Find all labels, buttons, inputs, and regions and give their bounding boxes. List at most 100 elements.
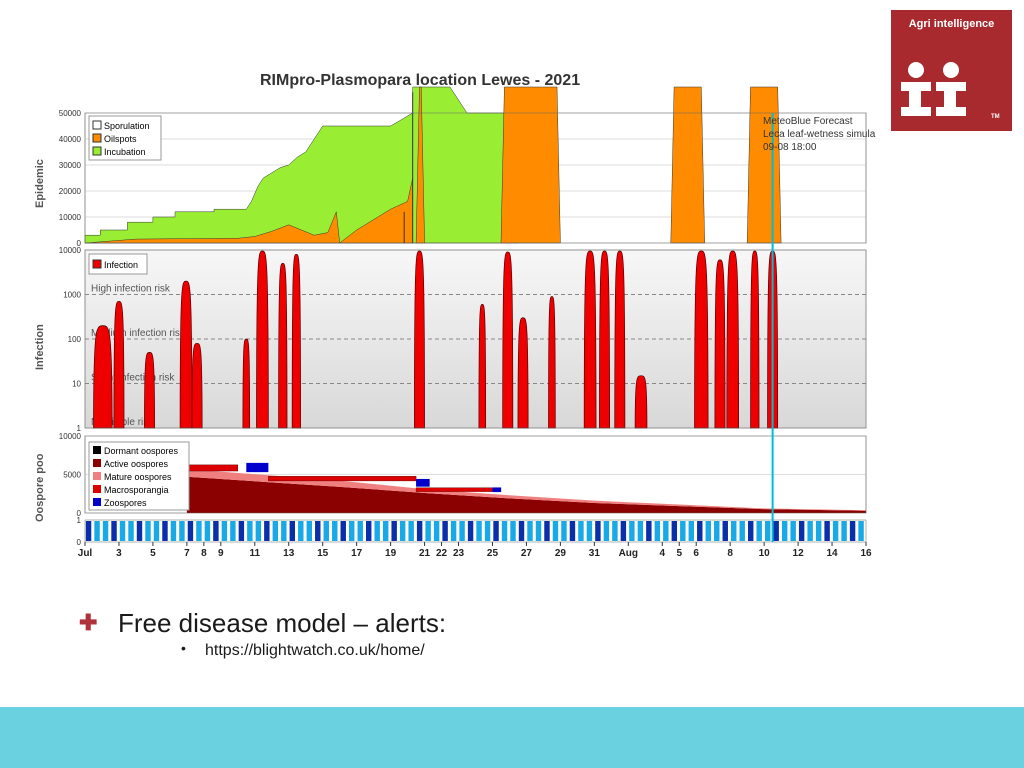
rain-bar (552, 521, 559, 541)
x-tick-label: 17 (351, 548, 363, 559)
rain-bar (298, 521, 304, 541)
rain-bar (612, 521, 618, 541)
rain-bar (170, 521, 177, 541)
rain-bar (145, 521, 151, 541)
legend-macrosporangia: Macrosporangia (104, 485, 169, 495)
x-tick-label: 27 (521, 548, 533, 559)
rain-bar (111, 521, 117, 541)
ii-logo-icon (901, 62, 966, 116)
rain-bar (416, 521, 423, 541)
rain-bar (136, 521, 143, 541)
rain-bar (162, 521, 168, 541)
rain-bar (289, 521, 296, 541)
rain-bar (637, 521, 644, 541)
forecast-label: MeteoBlue Forecast Leca leaf-wetness sim… (763, 116, 876, 153)
rain-bar (748, 521, 754, 541)
infection-event (714, 259, 726, 429)
legend-sporulation: Sporulation (104, 121, 150, 131)
rain-bar (85, 521, 92, 541)
rain-bar (119, 521, 126, 541)
rain-bar (781, 521, 788, 541)
x-tick-label: 5 (150, 548, 156, 559)
rain-bar (764, 521, 771, 541)
x-tick-label: Aug (619, 548, 638, 559)
infection-panel: High infection risk Medium infection risk… (34, 246, 867, 433)
epidemic-legend: Sporulation Oilspots Incubation (88, 115, 162, 161)
x-tick-label: Jul (78, 548, 93, 559)
infection-y-tick: 1 (77, 424, 82, 433)
rain-bar (247, 521, 253, 541)
epidemic-panel: Epidemic 0 10000 20000 30000 40000 50000 Spor… (34, 86, 867, 248)
rain-bar (374, 521, 380, 541)
infection-event (583, 250, 597, 429)
rimpro-chart: RIMpro-Plasmopara location Lewes - 2021 … (34, 72, 876, 559)
x-tick-label: 8 (727, 548, 733, 559)
logo-trademark: TM (991, 114, 1000, 120)
oospore-y-tick: 10000 (59, 432, 82, 441)
rain-bar (739, 521, 745, 541)
rain-bar (680, 521, 686, 541)
bullet-plus-icon: ✚ (79, 610, 98, 635)
infection-threshold-label: Medium infection risk (91, 328, 186, 339)
infection-event (614, 250, 626, 429)
rain-bar (315, 521, 321, 541)
macrosporangia-block (186, 464, 239, 472)
epidemic-y-tick: 40000 (59, 135, 82, 144)
infection-legend: Infection (88, 253, 148, 275)
infection-event (291, 253, 301, 429)
infection-event (144, 352, 155, 429)
rain-y-tick: 0 (77, 538, 82, 547)
rain-bar (510, 521, 516, 541)
rain-bar (841, 521, 847, 541)
forecast-line-2: Leca leaf-wetness simula (763, 129, 876, 140)
rain-bar (714, 521, 720, 541)
legend-mature: Mature oospores (104, 472, 172, 482)
rain-bar (187, 521, 194, 541)
agri-intelligence-logo: Agri intelligence TM (891, 10, 1012, 131)
x-tick-label: 29 (555, 548, 567, 559)
rain-bar (196, 521, 202, 541)
epidemic-y-tick: 50000 (59, 109, 82, 118)
rain-bar (340, 521, 346, 541)
rain-bar (731, 521, 737, 541)
rain-bar (102, 521, 109, 541)
infection-event (517, 317, 529, 429)
blightwatch-link[interactable]: https://blightwatch.co.uk/home/ (205, 642, 425, 659)
rain-bar (213, 521, 219, 541)
oospore-legend: Dormant oospores Active oospores Mature … (88, 441, 190, 511)
infection-y-tick: 100 (68, 335, 82, 344)
forecast-line-3: 09-08 18:00 (763, 142, 817, 153)
x-tick-label: 16 (860, 548, 872, 559)
legend-dormant: Dormant oospores (104, 446, 179, 456)
macrosporangia-block (415, 487, 502, 492)
oospore-y-tick: 5000 (63, 471, 81, 480)
infection-event (191, 342, 203, 429)
legend-oilspots: Oilspots (104, 134, 137, 144)
rain-bar (306, 521, 312, 541)
rain-bar (629, 521, 635, 541)
oospore-panel: Oospore poo 0 5000 10000 Dormant oospores … (34, 432, 867, 522)
rain-bar (349, 521, 355, 541)
rain-bar (688, 521, 695, 541)
forecast-line-1: MeteoBlue Forecast (763, 116, 853, 127)
x-tick-label: 25 (487, 548, 499, 559)
infection-event (694, 250, 709, 429)
x-tick-label: 15 (317, 548, 329, 559)
rain-bar (281, 521, 287, 541)
infection-event (242, 338, 251, 429)
rain-bar (467, 521, 474, 541)
logo-name: Agri intelligence (908, 18, 995, 30)
infection-y-tick: 10000 (59, 246, 82, 255)
x-tick-label: 8 (201, 548, 207, 559)
legend-incubation: Incubation (104, 147, 146, 157)
rain-bar (433, 521, 440, 541)
rain-bar (230, 521, 236, 541)
infection-threshold-label: High infection risk (91, 284, 171, 295)
footer-band (0, 707, 1024, 768)
rain-bar (450, 521, 457, 541)
rain-bar (773, 521, 779, 541)
x-tick-label: 19 (385, 548, 397, 559)
rain-bar (128, 521, 134, 541)
legend-zoospores: Zoospores (104, 498, 147, 508)
legend-infection: Infection (104, 260, 138, 270)
